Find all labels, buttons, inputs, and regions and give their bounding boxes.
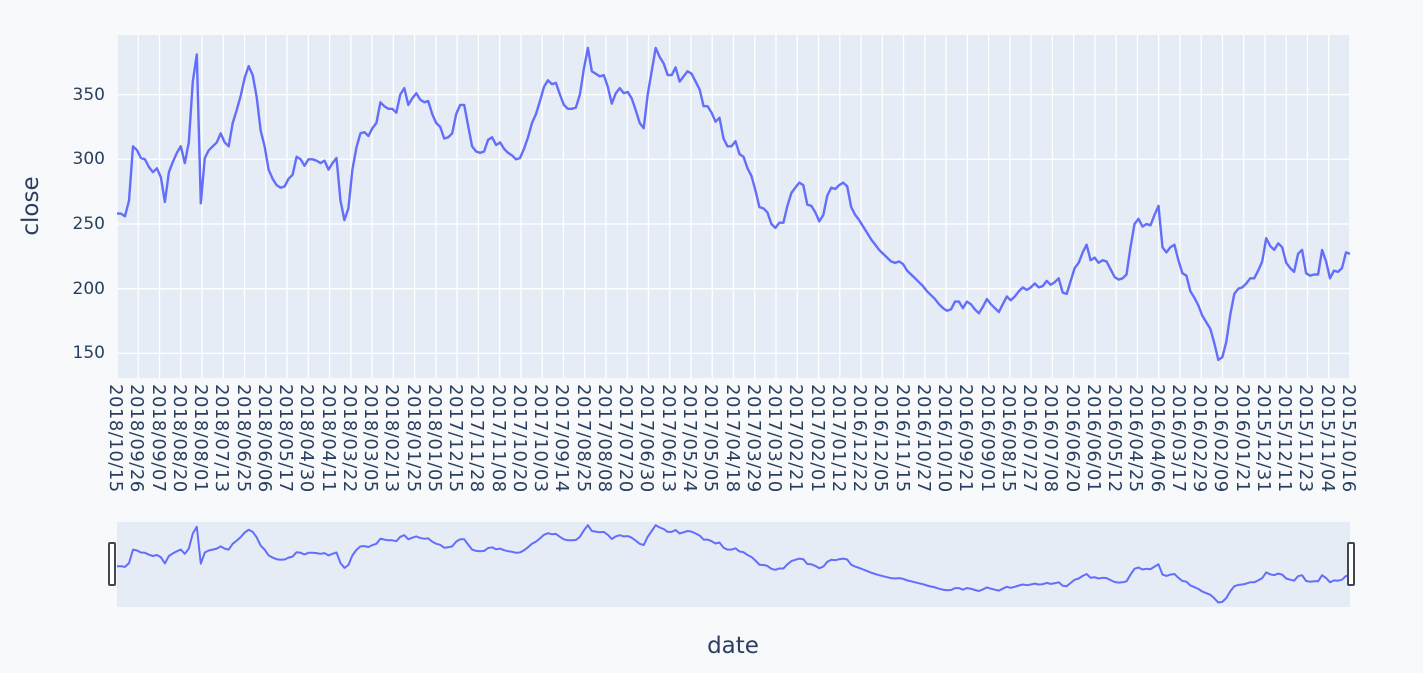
x-tick-label: 2017/04/18	[721, 384, 743, 493]
x-tick-label: 2016/08/15	[997, 384, 1019, 493]
x-tick-label: 2018/03/22	[338, 384, 360, 493]
x-tick-label: 2018/08/20	[168, 384, 190, 493]
x-tick-label: 2016/04/25	[1125, 384, 1147, 493]
range-slider-handle-left[interactable]	[108, 542, 116, 586]
x-tick-label: 2016/12/22	[849, 384, 871, 493]
range-slider[interactable]	[108, 522, 1355, 607]
x-tick-label: 2017/08/08	[593, 384, 615, 493]
range-slider-handle-right[interactable]	[1347, 542, 1355, 586]
x-tick-label: 2018/09/07	[147, 384, 169, 493]
x-tick-label: 2016/11/15	[891, 384, 913, 493]
x-tick-label: 2017/05/05	[700, 384, 722, 493]
x-tick-label: 2017/06/13	[657, 384, 679, 493]
x-tick-label: 2018/10/15	[105, 384, 126, 493]
x-tick-label: 2016/10/10	[934, 384, 956, 493]
x-tick-label: 2018/06/25	[232, 384, 254, 493]
x-tick-label: 2017/10/20	[508, 384, 530, 493]
x-tick-label: 2015/12/11	[1274, 384, 1296, 493]
x-tick-label: 2018/08/01	[190, 384, 212, 493]
x-tick-label: 2015/11/04	[1316, 384, 1338, 493]
x-tick-label: 2016/07/08	[1040, 384, 1062, 493]
x-tick-label: 2018/04/30	[296, 384, 318, 493]
x-tick-label: 2015/10/16	[1338, 384, 1359, 493]
x-tick-label: 2017/06/30	[636, 384, 658, 493]
range-slider-background	[117, 522, 1350, 607]
main-plot-canvas[interactable]	[117, 35, 1350, 378]
y-tick-label: 150	[72, 343, 105, 364]
x-tick-label: 2017/02/01	[806, 384, 828, 493]
x-tick-label: 2016/06/20	[1061, 384, 1083, 493]
x-tick-label: 2016/04/06	[1146, 384, 1168, 493]
y-tick-label: 300	[72, 149, 105, 170]
x-tick-label: 2017/01/12	[827, 384, 849, 493]
x-tick-label: 2017/12/15	[445, 384, 467, 493]
x-tick-label: 2016/09/01	[976, 384, 998, 493]
x-tick-label: 2016/09/21	[955, 384, 977, 493]
x-tick-label: 2017/10/03	[530, 384, 552, 493]
x-tick-label: 2017/07/20	[615, 384, 637, 493]
x-tick-label: 2018/01/05	[423, 384, 445, 493]
main-plot[interactable]	[117, 35, 1350, 378]
y-tick-label: 200	[72, 278, 105, 299]
x-tick-label: 2016/01/21	[1231, 384, 1253, 493]
x-tick-label: 2016/10/27	[912, 384, 934, 493]
x-tick-label: 2018/03/05	[360, 384, 382, 493]
x-tick-label: 2017/02/21	[785, 384, 807, 493]
x-tick-label: 2017/03/10	[764, 384, 786, 493]
x-tick-label: 2015/12/31	[1252, 384, 1274, 493]
y-tick-label: 250	[72, 213, 105, 234]
x-tick-label: 2015/11/23	[1295, 384, 1317, 493]
x-tick-label: 2018/01/25	[402, 384, 424, 493]
x-tick-label: 2016/02/09	[1210, 384, 1232, 493]
x-tick-label: 2016/07/27	[1019, 384, 1041, 493]
range-slider-canvas[interactable]	[117, 522, 1350, 607]
x-tick-label: 2017/03/29	[742, 384, 764, 493]
x-tick-label: 2017/11/08	[487, 384, 509, 493]
x-axis-title: date	[707, 633, 759, 659]
x-tick-label: 2016/03/17	[1167, 384, 1189, 493]
x-tick-label: 2016/06/01	[1082, 384, 1104, 493]
x-tick-label: 2018/05/17	[275, 384, 297, 493]
x-tick-label: 2018/04/11	[317, 384, 339, 493]
x-tick-label: 2018/06/06	[253, 384, 275, 493]
close-line-series	[117, 46, 1350, 362]
x-tick-label: 2017/09/14	[551, 384, 573, 493]
x-tick-label: 2017/05/24	[678, 384, 700, 493]
x-tick-label: 2017/11/28	[466, 384, 488, 493]
x-tick-label: 2017/08/25	[572, 384, 594, 493]
x-tick-label: 2018/02/13	[381, 384, 403, 493]
x-tick-label: 2018/09/26	[126, 384, 148, 493]
y-tick-label: 350	[72, 84, 105, 105]
x-tick-label: 2018/07/13	[211, 384, 233, 493]
close-line-series-mini	[117, 524, 1350, 604]
x-tick-label: 2016/05/12	[1104, 384, 1126, 493]
x-tick-label: 2016/02/29	[1189, 384, 1211, 493]
x-tick-label: 2016/12/05	[870, 384, 892, 493]
